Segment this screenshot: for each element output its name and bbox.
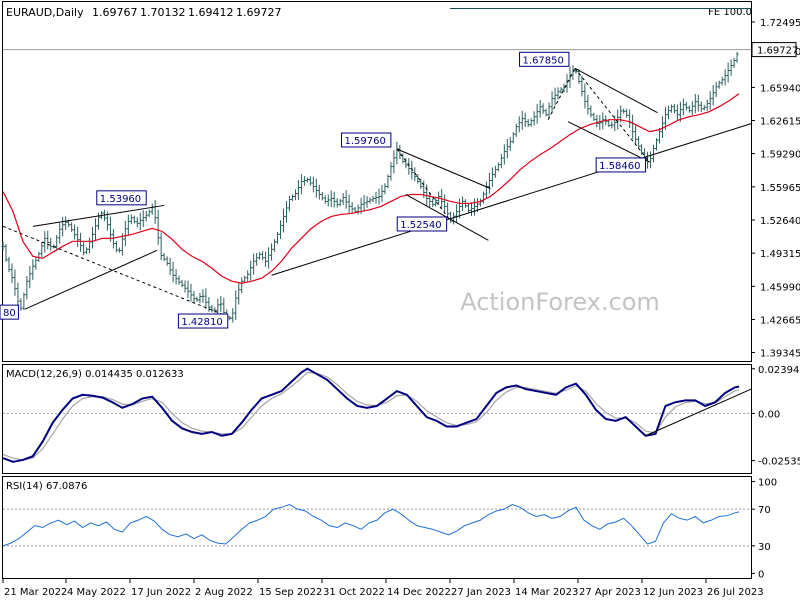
trendline: [574, 68, 650, 163]
price-label-box: [0, 304, 19, 320]
price-label: 1.53960: [100, 194, 141, 205]
macd-panel-frame: [2, 364, 752, 474]
y-axis-label: 1.62615: [760, 117, 800, 128]
y-axis-label: 1.72495: [760, 18, 800, 29]
x-axis-label: 27 Apr 2023: [579, 587, 641, 598]
rsi-panel-frame: [2, 476, 752, 579]
x-axis-label: 27 Jan 2023: [451, 587, 511, 598]
x-axis-label: 21 Mar 2022: [4, 587, 67, 598]
price-label: 1.67850: [523, 55, 564, 66]
rsi-y-label: 70: [758, 505, 771, 516]
x-axis-label: 12 Jun 2023: [643, 587, 703, 598]
price-label-box: [396, 216, 448, 232]
x-axis-label: 2 Aug 2022: [195, 587, 253, 598]
y-axis-label: 1.65940: [760, 83, 800, 94]
fe-label: FE 100.0: [708, 7, 752, 18]
price-label: 1.58460: [599, 161, 640, 172]
ohlc-high: 1.70132: [140, 6, 186, 19]
trendline: [405, 194, 489, 241]
x-axis-label: 17 Jun 2022: [131, 587, 191, 598]
x-axis-label: 26 Jul 2023: [707, 587, 764, 598]
x-axis-label: 14 Mar 2023: [515, 587, 578, 598]
macd-y-label: 0.023946: [758, 365, 800, 376]
macd-title: MACD(12,26,9) 0.014435 0.012633: [6, 369, 184, 380]
x-axis-label: 14 Dec 2022: [387, 587, 451, 598]
y-axis-label: 1.42665: [760, 315, 800, 326]
macd-line: [2, 367, 740, 463]
y-axis-label: 1.52640: [760, 216, 800, 227]
last-price-label: 1.69727: [757, 46, 798, 57]
trendline: [547, 68, 576, 120]
y-axis-label: 1.39345: [760, 349, 800, 360]
rsi-line: [2, 503, 740, 547]
trendline: [567, 121, 650, 163]
y-axis-label: 1.55965: [760, 183, 800, 194]
price-label: 1.52540: [400, 220, 441, 231]
main-panel-frame: [2, 1, 752, 362]
price-label-box: [340, 132, 392, 148]
moving-average-line: [2, 93, 740, 284]
price-label-box: [96, 190, 147, 206]
ohlc-open: 1.69767: [92, 6, 138, 19]
y-axis-label: 1.45990: [760, 282, 800, 293]
price-label: 80: [3, 308, 16, 319]
trendline: [271, 123, 752, 276]
trendline: [32, 204, 165, 227]
trendline: [24, 249, 158, 310]
price-label-box: [177, 313, 229, 329]
watermark: ActionForex.com: [460, 288, 660, 316]
main-chart-title: EURAUD,Daily: [6, 6, 84, 19]
y-axis-label: 1.59290: [760, 150, 800, 161]
macd-signal-line: [2, 371, 740, 461]
x-axis-label: 15 Sep 2022: [259, 587, 322, 598]
trendline: [396, 148, 491, 189]
x-axis-label: 31 Oct 2022: [323, 587, 385, 598]
last-price-tag: [751, 42, 797, 58]
macd-y-label: -0.025354: [758, 457, 800, 468]
price-label: 1.42810: [181, 317, 222, 328]
trendline: [2, 225, 232, 319]
rsi-y-label: 30: [758, 542, 771, 553]
trendline: [396, 148, 452, 222]
macd-y-label: 0.00: [758, 409, 780, 420]
y-axis-label: 1.49315: [760, 249, 800, 260]
ohlc-low: 1.69412: [188, 6, 234, 19]
rsi-y-label: 0: [758, 569, 764, 580]
price-label-box: [519, 51, 570, 67]
trendline: [574, 67, 658, 114]
price-label-box: [595, 157, 647, 173]
rsi-y-label: 100: [758, 478, 777, 489]
price-label: 1.59760: [344, 136, 385, 147]
x-axis-label: 4 May 2022: [67, 587, 126, 598]
rsi-title: RSI(14) 67.0876: [6, 481, 87, 492]
macd-trendline: [645, 388, 752, 437]
ohlc-close: 1.69727: [236, 6, 282, 19]
price-bars: [1, 51, 739, 323]
